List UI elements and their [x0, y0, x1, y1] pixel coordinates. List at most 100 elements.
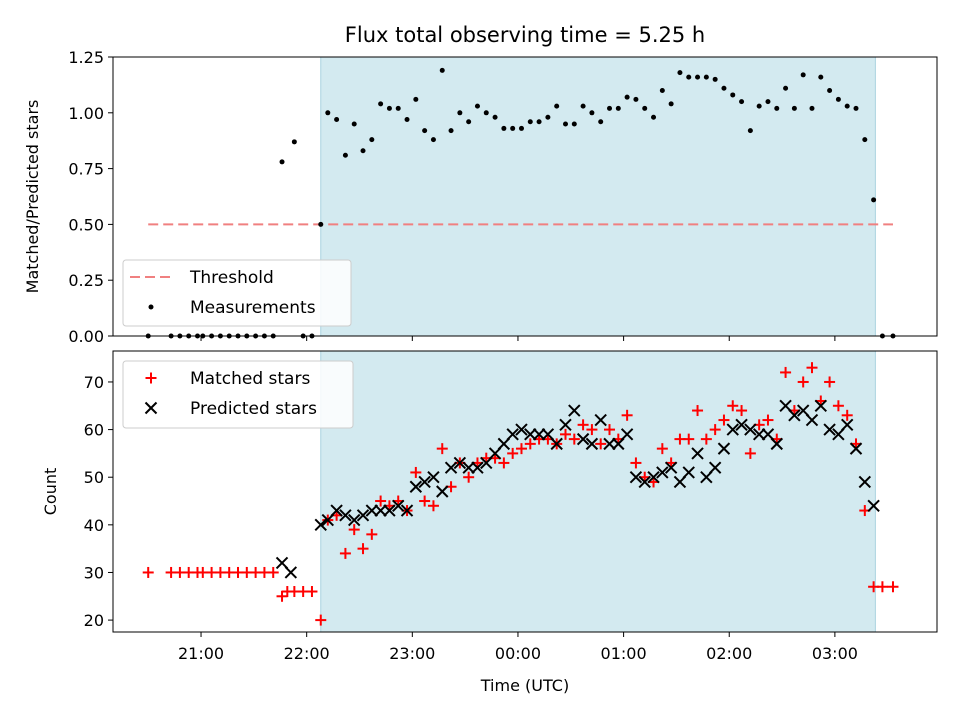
predicted-star-point	[374, 504, 387, 517]
measurement-point	[360, 148, 366, 154]
legend-measurements-label: Measurements	[190, 298, 316, 318]
predicted-star-point	[726, 423, 739, 436]
matched-star-point	[876, 581, 888, 593]
ratio-y-tick-label: 0.50	[68, 215, 104, 234]
matched-star-point	[692, 405, 704, 417]
predicted-star-point	[647, 471, 660, 484]
matched-star-point	[515, 443, 527, 455]
chart-title: Flux total observing time = 5.25 h	[345, 23, 705, 47]
count-y-tick-label: 30	[84, 563, 104, 582]
matched-star-point	[375, 495, 387, 507]
ratio-y-axis: 0.00 0.25 0.50 0.75 1.00 1.25	[68, 48, 113, 346]
predicted-star-point	[656, 466, 669, 479]
legend-predicted-label: Predicted stars	[190, 399, 317, 419]
measurement-point	[712, 76, 718, 82]
measurement-point	[818, 74, 824, 80]
predicted-star-point	[805, 413, 819, 427]
predicted-star-point	[559, 418, 572, 432]
matched-star-point	[436, 443, 448, 455]
legend-measurements-swatch	[148, 304, 154, 310]
predicted-star-point	[550, 437, 563, 451]
measurement-point	[334, 116, 340, 122]
measurement-point	[422, 128, 428, 134]
count-x-axis-label: Time (UTC)	[480, 676, 569, 695]
matched-star-point	[727, 400, 739, 412]
predicted-star-point	[840, 418, 854, 432]
matched-star-point	[419, 495, 431, 507]
count-y-axis: 20 30 40 50 60 70	[84, 373, 113, 630]
predicted-star-point	[744, 423, 757, 436]
measurement-point	[386, 105, 392, 111]
predicted-star-point	[400, 504, 414, 517]
measurement-point	[589, 110, 595, 116]
measurement-point	[739, 99, 745, 105]
count-legend: Matched stars Predicted stars	[122, 360, 354, 429]
ratio-x-axis	[200, 336, 836, 341]
matched-star-point	[806, 362, 818, 374]
predicted-stars-points	[275, 399, 880, 579]
predicted-star-point	[620, 428, 634, 441]
predicted-star-point	[814, 399, 828, 412]
matched-star-point	[586, 424, 598, 436]
predicted-star-point	[708, 461, 722, 474]
ratio-panel: 0.00 0.25 0.50 0.75 1.00 1.25 Matched/Predict…	[23, 48, 938, 346]
predicted-star-point	[735, 418, 748, 432]
predicted-star-point	[284, 566, 298, 579]
count-x-tick-label: 00:00	[495, 644, 541, 663]
measurement-point	[378, 101, 384, 107]
measurement-point	[730, 92, 736, 98]
count-panel: 20 30 40 50 60 70 21:00 22:00 23:00 00:00 01:00 02…	[41, 350, 938, 695]
predicted-star-point	[823, 423, 836, 436]
matched-star-point	[524, 438, 536, 450]
matched-star-point	[498, 457, 510, 469]
measurement-point	[598, 119, 604, 125]
measurement-point	[325, 110, 331, 116]
count-x-axis: 21:00 22:00 23:00 00:00 01:00 02:00 03:00	[178, 632, 858, 663]
count-y-tick-label: 40	[84, 516, 104, 535]
predicted-star-point	[594, 413, 607, 427]
matched-star-point	[604, 424, 616, 436]
predicted-star-point	[532, 428, 546, 441]
ratio-y-tick-label: 1.25	[68, 48, 104, 67]
measurement-point	[554, 103, 560, 109]
count-x-tick-label: 01:00	[601, 644, 647, 663]
predicted-star-point	[770, 437, 783, 451]
count-x-tick-label: 02:00	[706, 644, 752, 663]
measurement-point	[501, 125, 507, 131]
predicted-star-point	[576, 432, 590, 446]
predicted-star-point	[849, 442, 863, 455]
measurement-point	[747, 128, 753, 134]
matched-star-point	[744, 447, 756, 459]
matched-star-point	[577, 419, 589, 431]
measurement-point	[844, 103, 850, 109]
count-x-tick-label: 03:00	[812, 644, 858, 663]
predicted-star-point	[471, 461, 484, 474]
matched-star-point	[630, 457, 642, 469]
measurement-point	[774, 105, 780, 111]
count-x-tick-label: 23:00	[389, 644, 435, 663]
measurement-point	[369, 137, 375, 143]
measurement-point	[800, 72, 806, 78]
measurement-point	[783, 85, 789, 91]
measurement-point	[871, 197, 877, 203]
ratio-y-axis-label: Matched/Predicted stars	[23, 100, 42, 294]
matched-star-point	[357, 543, 369, 555]
predicted-star-point	[356, 509, 370, 522]
measurement-point	[413, 96, 419, 102]
count-legend-box	[122, 360, 354, 429]
matched-star-point	[824, 376, 836, 388]
measurement-point	[492, 114, 498, 120]
measurement-point	[615, 105, 621, 111]
legend-matched-swatch	[145, 372, 157, 384]
matched-star-point	[463, 471, 475, 483]
count-observing-window	[320, 350, 876, 633]
measurement-point	[351, 121, 357, 127]
matched-star-point	[656, 443, 668, 455]
predicted-star-point	[314, 518, 327, 532]
matched-star-point	[348, 524, 360, 536]
measurement-point	[686, 74, 692, 80]
legend-matched-label: Matched stars	[190, 369, 310, 389]
matched-star-point	[276, 590, 288, 602]
predicted-star-point	[444, 461, 458, 474]
count-x-tick-label: 22:00	[284, 644, 330, 663]
